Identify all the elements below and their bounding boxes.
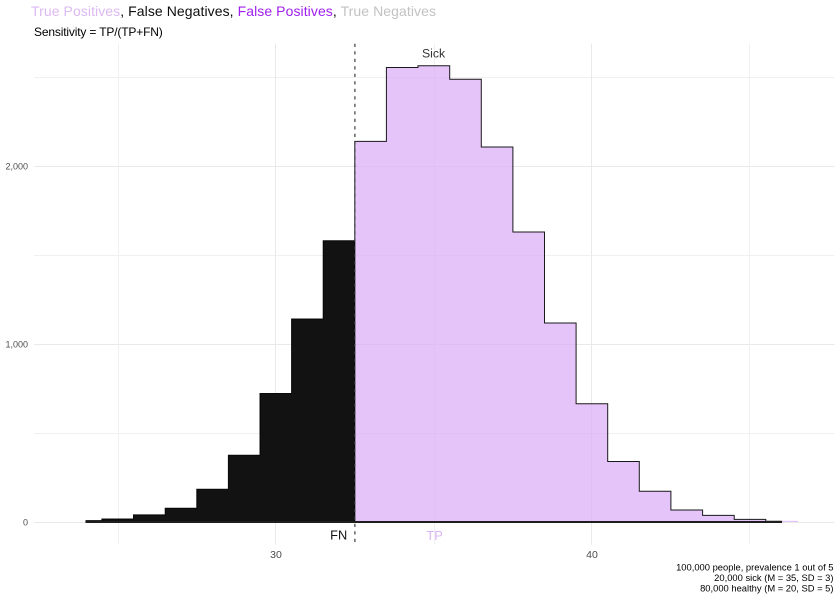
svg-text:30: 30	[270, 549, 282, 561]
svg-text:FN: FN	[330, 528, 347, 543]
svg-text:80,000 healthy (M = 20, SD = 5: 80,000 healthy (M = 20, SD = 5)	[700, 583, 833, 594]
svg-text:1,000: 1,000	[5, 339, 28, 349]
svg-text:TP: TP	[426, 528, 442, 543]
svg-text:100,000 people, prevalence 1 o: 100,000 people, prevalence 1 out of 5	[676, 562, 833, 573]
svg-text:0: 0	[23, 517, 28, 527]
svg-text:2,000: 2,000	[5, 162, 28, 172]
svg-text:20,000 sick (M = 35, SD = 3): 20,000 sick (M = 35, SD = 3)	[714, 572, 833, 583]
svg-text:Sick: Sick	[422, 47, 446, 61]
svg-text:40: 40	[586, 549, 598, 561]
